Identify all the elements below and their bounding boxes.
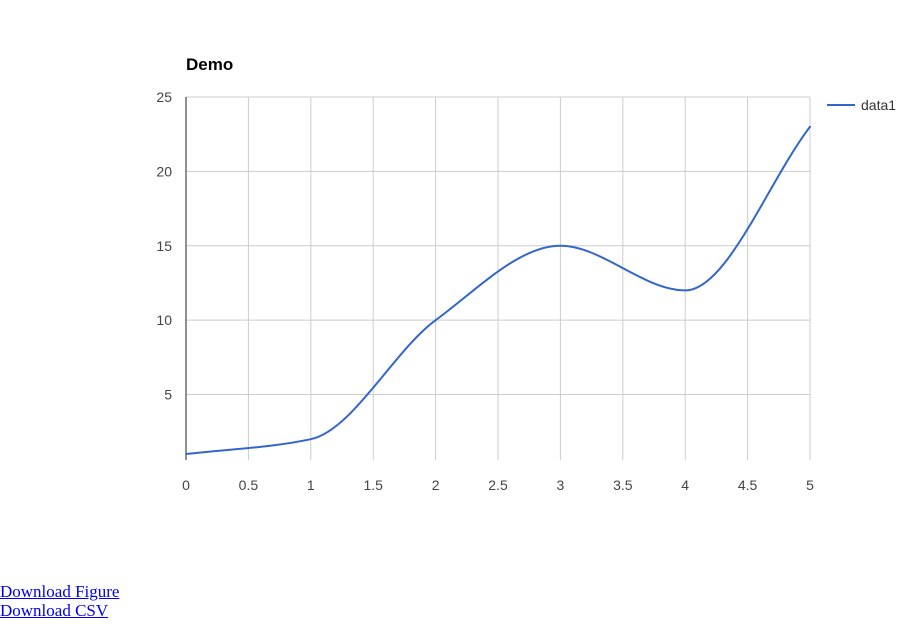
x-tick-label: 2.5	[488, 477, 508, 493]
y-tick-label: 20	[156, 163, 172, 179]
legend[interactable]: data1	[827, 97, 896, 113]
y-axis-ticks: 5 10 15 20 25	[156, 89, 172, 403]
x-tick-label: 3	[557, 477, 565, 493]
x-tick-label: 4.5	[738, 477, 758, 493]
legend-label: data1	[861, 97, 896, 113]
series-line-data1	[185, 125, 811, 456]
x-tick-label: 3.5	[613, 477, 633, 493]
x-tick-label: 4	[681, 477, 689, 493]
x-tick-label: 0.5	[239, 477, 259, 493]
download-links: Download Figure Download CSV	[0, 582, 119, 620]
x-tick-label: 2	[432, 477, 440, 493]
x-tick-label: 0	[182, 477, 190, 493]
x-tick-label: 1.5	[363, 477, 383, 493]
download-csv-link[interactable]: Download CSV	[0, 601, 109, 620]
y-tick-label: 15	[156, 238, 172, 254]
series-layer	[185, 125, 811, 456]
y-tick-label: 5	[164, 387, 172, 403]
chart-title: Demo	[186, 55, 233, 74]
x-axis-ticks: 0 0.5 1 1.5 2 2.5 3 3.5 4 4.5 5	[182, 477, 814, 493]
download-figure-link[interactable]: Download Figure	[0, 582, 120, 601]
x-tick-label: 5	[806, 477, 814, 493]
line-chart: Demo 0 0.5 1 1.5 2 2.5 3 3.5 4 4.5 5 5 10 15 20 25 dat…	[156, 55, 896, 493]
x-tick-label: 1	[307, 477, 315, 493]
grid	[186, 96, 811, 460]
y-tick-label: 10	[156, 312, 172, 328]
y-tick-label: 25	[156, 89, 172, 105]
